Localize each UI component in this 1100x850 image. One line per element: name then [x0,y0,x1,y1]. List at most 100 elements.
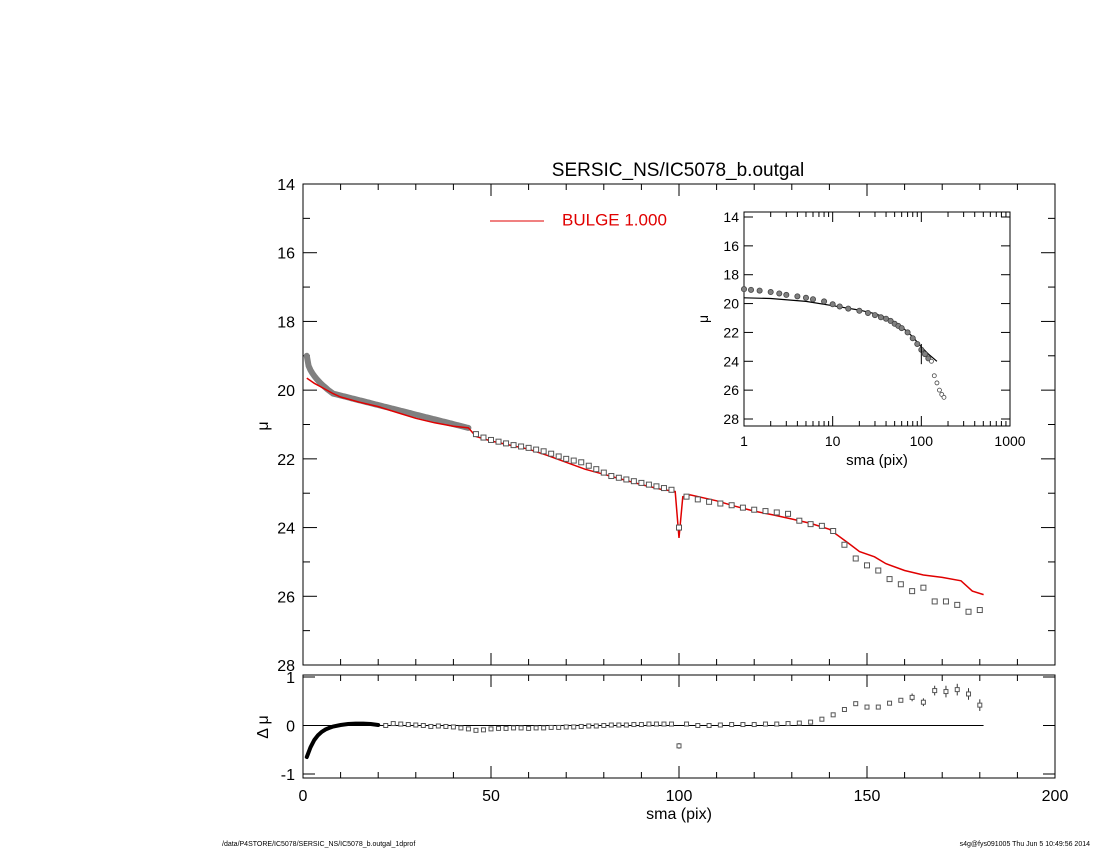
residual-data-point [450,724,456,730]
footer-file-path: /data/P4STORE/IC5078/SERSIC_NS/IC5078_b.… [222,841,416,848]
inset-data-point [898,325,905,332]
inset-y-axis-label: μ [695,315,711,323]
inset-data-point [887,317,894,324]
residual-data-point [390,721,396,727]
residual-data-point [443,723,449,729]
inset-data-point [809,296,816,303]
profile-data-point [897,581,904,588]
profile-data-point [540,448,547,455]
residual-data-point [480,727,486,733]
residual-data-point [616,722,622,728]
residual-data-point [909,694,915,700]
inset-y-tick-label: 26 [723,382,739,398]
inset-data-point [929,358,934,364]
profile-data-point [785,510,792,517]
inset-data-point [776,290,783,297]
inset-data-point [802,294,809,301]
inset-y-tick-label: 28 [723,411,739,427]
inset-y-tick-label: 20 [723,296,739,312]
profile-data-point [683,493,690,500]
residual-data-point [473,727,479,733]
inset-y-tick-label: 24 [723,353,739,369]
residual-data-point [586,723,592,729]
inset-data-point [756,287,763,294]
inset-x-tick-label: 1 [740,433,748,449]
residual-data-point [796,720,802,726]
profile-data-point [668,486,675,493]
profile-data-point [886,576,893,583]
profile-data-point [931,598,938,605]
profile-data-point [645,481,652,488]
residual-data-point [398,721,404,727]
profile-data-point [480,434,487,441]
residual-data-point [653,721,659,727]
residual-data-point [548,724,554,730]
main-y-axis-label: μ [255,421,272,430]
residual-data-point [646,721,652,727]
inset-x-tick-label: 10 [825,433,841,449]
residual-data-point [383,723,389,728]
inset-data-point [904,329,911,336]
inset-data-point [767,289,774,296]
main-axis-ticks: 14 16 18 20 22 24 26 28 [277,177,1056,675]
residual-data-point [593,723,599,729]
inset-data-point [931,373,937,379]
profile-data-point [676,524,682,531]
profile-data-point [920,584,927,591]
profile-data-point [593,466,600,473]
residual-y-tick-label: 1 [286,670,295,687]
inset-data-point [741,286,748,293]
residual-data-point [898,697,904,703]
main-y-tick-label: 22 [277,452,295,469]
residual-data-point [578,723,584,729]
main-series-layer [303,352,984,615]
residual-data-point [511,725,517,731]
inset-y-tick-label: 18 [723,267,739,283]
residual-data-point [808,719,814,725]
residual-data-point [695,723,701,728]
residual-data-point [661,721,667,727]
residual-data-point [571,724,577,730]
profile-data-point [503,440,510,447]
residual-x-tick-label: 50 [482,788,500,805]
profile-data-point [472,431,479,438]
inset-data-point [914,340,921,347]
residual-x-tick-label: 150 [854,788,881,805]
residual-x-tick-label: 0 [299,788,308,805]
profile-data-point [518,443,525,450]
residual-x-tick-label: 100 [666,788,693,805]
inset-x-tick-label: 100 [910,433,934,449]
residual-data-point [785,721,791,727]
residual-data-point [526,725,532,731]
profile-data-point [488,436,494,443]
profile-data-point [807,521,814,528]
profile-data-point [841,541,848,548]
residual-data-point [740,722,746,728]
profile-data-point [942,598,949,605]
residual-data-point [830,712,836,718]
residual-data-point [623,722,629,728]
inset-data-point [829,301,836,308]
residual-data-point [428,723,434,729]
residual-series-layer [304,683,984,759]
residual-data-point [631,722,637,728]
residual-inner-band [304,721,381,759]
residual-x-tick-label: 200 [1042,788,1069,805]
inset-data-point [864,309,871,316]
inset-series-layer [741,286,947,400]
profile-data-point [548,450,555,457]
residual-data-point [608,722,614,728]
residual-data-point [717,722,723,728]
residual-data-point [943,689,949,695]
residual-data-point [954,687,960,693]
profile-data-point [563,455,570,462]
profile-data-point [525,444,532,451]
inset-data-point [922,351,929,358]
profile-data-point [739,504,746,511]
profile-data-point [751,506,758,513]
footer-timestamp: s4g@fys091005 Thu Jun 5 10:49:56 2014 [959,841,1090,848]
profile-data-point [555,453,562,460]
residual-data-point [762,721,768,727]
inset-data-point [937,387,942,393]
